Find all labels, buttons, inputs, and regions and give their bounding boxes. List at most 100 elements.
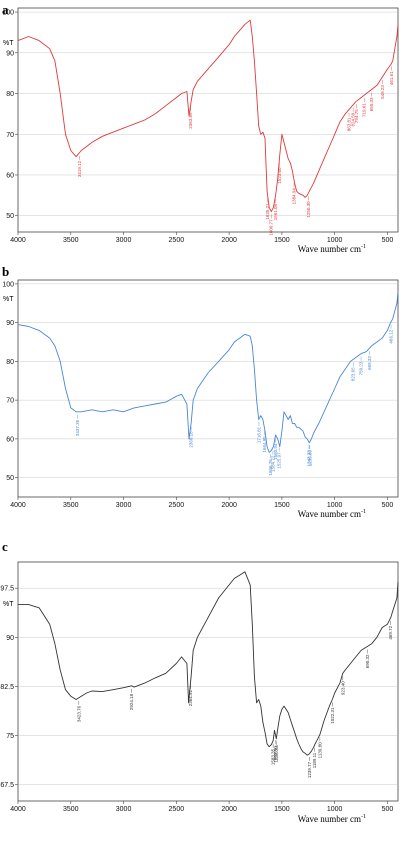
x-tick-label: 3500 [63, 502, 79, 509]
y-tick-label: 100 [2, 10, 14, 17]
y-tick-label: 60 [6, 436, 14, 443]
x-tick-label: 1000 [327, 502, 343, 509]
x-tick-label: 3500 [63, 806, 79, 813]
x-tick-label: 3000 [116, 237, 132, 244]
peak-label: 1556.61 [273, 744, 278, 761]
peak-label: 466.12 [389, 329, 394, 343]
y-tick-label: 80 [6, 359, 14, 366]
peak-label: 1384.94 [292, 188, 297, 205]
y-axis-label-a: %T [3, 40, 14, 47]
peak-label: 1523.60 [277, 167, 282, 184]
x-tick-label: 3500 [63, 237, 79, 244]
x-tick-label: 1500 [274, 806, 290, 813]
spectrum-plot-a: 50 60 70 80 90 100 4000 3500 3000 2500 2000 1500 100… [2, 7, 399, 244]
peak-label: 669.33 [367, 356, 372, 370]
spectrum-line [17, 291, 399, 453]
x-axis-label-b: Wave number cm-1 [297, 509, 366, 519]
x-tick-label: 4000 [10, 237, 26, 244]
y-tick-label: 70 [6, 398, 14, 405]
panel-label-b: b [2, 264, 10, 279]
y-axis-label-c: %T [3, 601, 14, 608]
spectrum-panel-b: b %T 50 60 70 80 90 100 4000 3500 3000 2500 2000 15… [0, 262, 400, 542]
peak-label: 923.40 [340, 681, 345, 695]
peak-label: 1553.50 [274, 746, 279, 763]
y-tick-label: 50 [6, 475, 14, 482]
y-tick-label: 60 [6, 172, 14, 179]
x-axis-label-c: Wave number cm-1 [297, 814, 366, 824]
y-tick-label: 75 [6, 733, 14, 740]
peak-label: 2363.89 [188, 112, 193, 129]
peak-label: 2360.18 [189, 431, 194, 448]
plot-frame [17, 7, 399, 233]
plot-frame [17, 279, 399, 498]
x-tick-label: 3000 [116, 806, 132, 813]
peak-label: 2924.18 [129, 693, 134, 710]
y-tick-label: 100 [2, 281, 14, 288]
y-tick-label: 80 [6, 91, 14, 98]
peak-label: 461.61 [389, 71, 394, 85]
x-tick-label: 1500 [274, 237, 290, 244]
peak-label: 824.50 [351, 112, 356, 126]
x-tick-label: 500 [382, 806, 394, 813]
panel-label-a: a [2, 2, 9, 17]
peak-label: 1664.95 [262, 436, 267, 453]
peak-label: 650.33 [369, 97, 374, 111]
peak-label: 1235.65 [307, 450, 312, 467]
x-tick-label: 4000 [10, 502, 26, 509]
peak-label: 1525.97 [277, 452, 282, 469]
peak-label: 1250.30 [306, 201, 311, 218]
peak-label: 3437.35 [75, 419, 80, 436]
x-tick-label: 1500 [274, 502, 290, 509]
y-tick-label: 90 [6, 320, 14, 327]
y-tick-label: 70 [6, 132, 14, 139]
y-tick-label: 97.5 [0, 586, 14, 593]
x-tick-label: 1000 [327, 806, 343, 813]
spectrum-panel-c: c %T 67.5 75 82.5 90 97.5 4000 3500 3000 2500 200… [0, 537, 400, 845]
peak-label: 1139.80 [317, 742, 322, 758]
x-tick-label: 2000 [221, 237, 237, 244]
peak-label: 549.23 [380, 85, 385, 99]
peak-label: 794.75 [354, 109, 359, 123]
panel-label-c: c [2, 539, 8, 554]
y-tick-label: 90 [6, 50, 14, 57]
y-tick-label: 82.5 [0, 684, 14, 691]
x-tick-label: 2000 [221, 502, 237, 509]
spectrum-line [17, 19, 399, 213]
x-tick-label: 2500 [169, 806, 185, 813]
x-tick-label: 2500 [169, 502, 185, 509]
spectrum-plot-b: 50 60 70 80 90 100 4000 3500 3000 2500 2000 1500 100… [2, 279, 399, 509]
x-tick-label: 2500 [169, 237, 185, 244]
peak-label: 1606.76 [268, 459, 273, 476]
peak-label: 690.32 [365, 654, 370, 668]
y-tick-label: 90 [6, 635, 14, 642]
y-tick-label: 67.5 [0, 782, 14, 789]
peak-label: 863.81 [347, 117, 352, 131]
peak-label: 469.72 [388, 625, 393, 639]
spectrum-panel-a: a %T 50 60 70 80 90 100 4000 3500 3000 2500 2000 15… [0, 0, 400, 277]
peak-label: 1560.94 [273, 443, 278, 460]
x-tick-label: 500 [382, 502, 394, 509]
peak-label: 719.61 [362, 103, 367, 117]
spectrum-plot-c: 67.5 75 82.5 90 97.5 4000 3500 3000 2500 2000 1500… [0, 561, 399, 813]
peak-label: 1583.35 [271, 748, 276, 765]
peak-label: 3423.76 [76, 705, 81, 722]
peak-label: 1600.77 [269, 219, 274, 236]
peak-label: 1239.77 [307, 761, 312, 778]
peak-label: 1561.08 [273, 204, 278, 221]
peak-label: 1022.31 [330, 707, 335, 724]
spectrum-line [18, 571, 399, 756]
x-tick-label: 3000 [116, 502, 132, 509]
peak-label: 750.23 [359, 361, 364, 375]
peak-label: 1716.81 [257, 426, 262, 443]
x-tick-label: 2000 [221, 806, 237, 813]
y-tick-label: 50 [6, 213, 14, 220]
x-tick-label: 1000 [327, 237, 343, 244]
y-axis-label-b: %T [3, 296, 14, 303]
x-tick-label: 4000 [10, 806, 26, 813]
x-axis-label-a: Wave number cm-1 [297, 244, 366, 254]
peak-label: 1635.21 [265, 203, 270, 220]
plot-frame [17, 561, 399, 802]
peak-label: 1584.72 [270, 455, 275, 472]
peak-label: 1243.33 [307, 450, 312, 467]
